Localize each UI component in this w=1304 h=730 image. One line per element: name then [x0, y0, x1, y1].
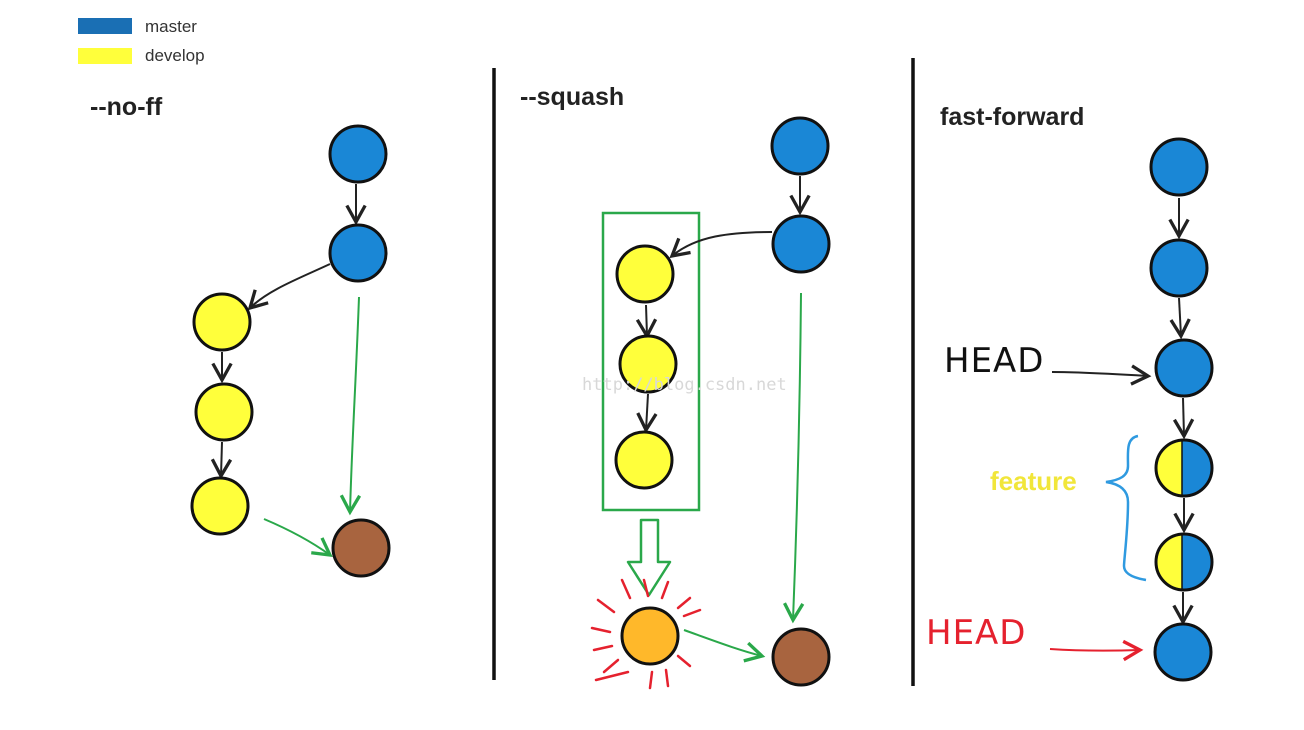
commit-develop: [194, 382, 254, 442]
commit-develop: [618, 334, 678, 394]
edge-arrow: [339, 296, 362, 516]
edge-arrow: [635, 304, 658, 340]
commit-master: [1149, 238, 1209, 298]
edge-arrow: [1172, 397, 1195, 440]
section-fast-forward: fast-forward HEAD feature HEAD: [926, 103, 1214, 682]
watermark: http://blog.csdn.net: [582, 375, 787, 395]
commit-merge: [771, 627, 831, 687]
edge-arrow: [669, 231, 773, 259]
feature-label: feature: [990, 466, 1077, 496]
feature-bracket: [1105, 434, 1147, 582]
commit-develop: [614, 430, 674, 490]
commit-master: [1153, 622, 1213, 682]
section-title-fast-forward: fast-forward: [940, 103, 1084, 131]
commit-master: [328, 124, 388, 184]
commit-master: [328, 223, 388, 283]
head-arrow-new: [1049, 639, 1144, 662]
squash-rays: [590, 578, 702, 690]
commit-master: [770, 116, 830, 176]
section-no-ff: --no-ff: [90, 93, 391, 578]
edge-arrow: [247, 263, 331, 311]
commit-master: [1154, 338, 1214, 398]
head-arrow-old: [1051, 364, 1152, 386]
legend-swatch-develop: [78, 48, 132, 64]
commit-develop: [192, 292, 252, 352]
edge-arrow: [263, 518, 333, 557]
edge-arrow: [210, 441, 233, 480]
commit-master: [771, 214, 831, 274]
legend-swatch-master: [78, 18, 132, 34]
commit-develop: [190, 476, 250, 536]
legend-label-develop: develop: [145, 46, 205, 65]
edge-arrow: [783, 292, 805, 624]
squash-down-arrow: [626, 518, 672, 597]
head-label-old: HEAD: [944, 341, 1045, 381]
squash-group-box: [601, 211, 701, 512]
edge-arrow: [636, 393, 658, 434]
section-squash: --squash: [520, 83, 831, 690]
commit-squash: [620, 606, 680, 666]
edge-arrow: [683, 629, 766, 663]
commit-develop: [615, 244, 675, 304]
edge-arrow: [1169, 297, 1191, 340]
legend-label-master: master: [145, 17, 197, 36]
section-title-squash: --squash: [520, 83, 624, 111]
section-title-no-ff: --no-ff: [90, 93, 163, 121]
head-label-new: HEAD: [926, 613, 1027, 653]
commit-feature-half: [1154, 532, 1214, 592]
commit-merge: [331, 518, 391, 578]
commit-feature-half: [1154, 438, 1214, 498]
commit-master: [1149, 137, 1209, 197]
legend: master develop: [78, 17, 205, 65]
